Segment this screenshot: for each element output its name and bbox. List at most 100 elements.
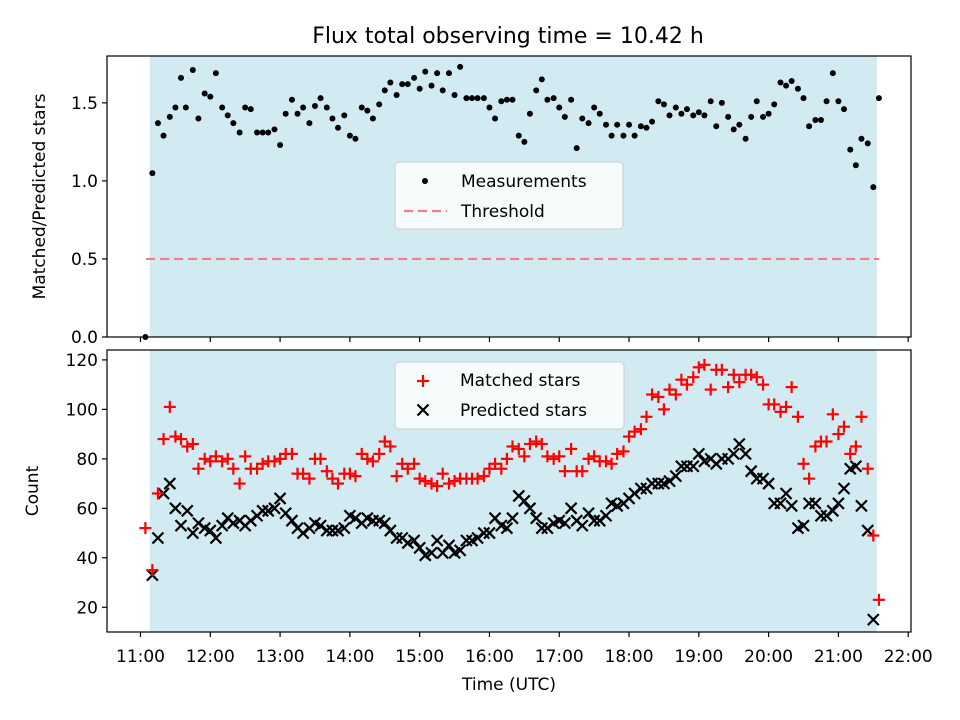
ratio-y-axis-label: Matched/Predicted stars — [30, 93, 50, 299]
measurement-point — [387, 79, 394, 86]
measurement-point — [329, 115, 336, 122]
matched-star-point — [722, 381, 735, 394]
measurement-point — [212, 70, 219, 77]
predicted-star-point — [285, 514, 299, 527]
x-tick-label: 18:00 — [605, 647, 654, 667]
measurement-point — [690, 112, 697, 119]
measurement-point — [451, 92, 458, 99]
measurement-point — [277, 141, 284, 148]
measurement-point — [812, 117, 819, 124]
measurement-point — [509, 96, 516, 103]
measurement-point — [166, 113, 173, 120]
matched-star-point — [838, 420, 850, 433]
measurement-point — [538, 76, 545, 83]
matched-star-point — [663, 383, 676, 396]
matched-star-point — [477, 470, 490, 483]
measurement-point — [835, 98, 842, 105]
measurement-point — [760, 113, 767, 120]
matched-star-point — [523, 438, 536, 450]
matched-star-point — [285, 447, 298, 460]
measurement-point — [783, 82, 790, 89]
measurement-point — [154, 120, 161, 127]
matched-star-point — [797, 457, 810, 470]
measurement-point — [399, 81, 406, 88]
measurement-point — [718, 99, 725, 106]
x-tick-label: 20:00 — [744, 647, 793, 667]
predicted-star-point — [599, 509, 613, 523]
predicted-star-point — [576, 519, 589, 532]
measurement-point — [643, 124, 650, 131]
measurement-point — [556, 104, 563, 111]
matched-star-point — [303, 472, 316, 485]
measurement-point — [381, 87, 388, 94]
matched-star-point — [384, 440, 397, 453]
x-tick-label: 12:00 — [186, 647, 235, 667]
matched-star-point — [628, 425, 641, 438]
measurement-point — [247, 106, 254, 113]
measurement-point — [492, 115, 499, 122]
measurement-point — [748, 113, 755, 120]
matched-star-point — [448, 475, 461, 488]
measurement-point — [561, 113, 568, 120]
measurement-point — [591, 104, 598, 111]
matched-star-markers — [139, 358, 885, 606]
matched-star-point — [634, 423, 647, 436]
predicted-star-point — [326, 524, 339, 537]
measurement-point — [620, 132, 627, 139]
matched-star-point — [489, 457, 502, 470]
predicted-star-point — [744, 464, 758, 478]
predicted-star-point — [442, 539, 456, 552]
measurement-point — [817, 117, 824, 124]
measurement-point — [666, 112, 673, 119]
measurement-point — [219, 104, 226, 111]
measurement-point — [195, 115, 202, 122]
predicted-star-point — [774, 497, 787, 510]
predicted-star-point — [425, 546, 438, 560]
measurement-point — [765, 110, 772, 117]
matched-star-point — [657, 403, 670, 416]
predicted-star-point — [453, 544, 467, 557]
matched-star-point — [826, 408, 839, 421]
matched-star-point — [314, 452, 327, 465]
x-tick-label: 15:00 — [395, 647, 444, 667]
x-tick-label: 11:00 — [116, 647, 165, 667]
measurement-point — [317, 95, 324, 102]
predicted-star-point — [390, 531, 403, 545]
matched-star-point — [366, 455, 379, 468]
measurement-point — [847, 146, 854, 153]
measurement-point — [236, 129, 243, 136]
matched-star-point — [680, 378, 693, 391]
matched-star-point — [373, 447, 386, 460]
measurement-point — [725, 113, 732, 120]
measurement-point — [230, 120, 237, 127]
legend-marker-predicted — [416, 403, 430, 417]
matched-star-point — [803, 472, 816, 485]
measurement-point — [376, 101, 383, 108]
matched-star-point — [320, 465, 333, 478]
matched-star-point — [541, 450, 554, 463]
measurement-point — [311, 102, 318, 109]
predicted-star-point — [785, 499, 798, 513]
measurement-point — [224, 112, 231, 119]
predicted-star-point — [861, 524, 875, 537]
matched-star-point — [669, 388, 682, 401]
matched-star-point — [413, 472, 426, 485]
matched-star-point — [216, 455, 229, 468]
predicted-star-point — [849, 459, 863, 473]
matched-star-point — [157, 433, 170, 446]
predicted-star-point — [518, 494, 531, 508]
legend-label-matched: Matched stars — [460, 371, 580, 391]
matched-star-point — [750, 371, 763, 384]
predicted-star-point — [413, 541, 426, 555]
x-tick-label: 19:00 — [674, 647, 723, 667]
matched-star-point — [227, 462, 240, 475]
measurement-point — [585, 120, 592, 127]
y-tick-label: 0.0 — [71, 328, 98, 348]
predicted-star-point — [430, 534, 444, 547]
measurement-point — [207, 93, 214, 100]
measurement-point — [631, 132, 638, 139]
figure-title: Flux total observing time = 10.42 h — [312, 24, 704, 49]
x-tick-label: 14:00 — [325, 647, 374, 667]
y-tick-label: 1.5 — [71, 94, 98, 114]
predicted-star-point — [733, 437, 746, 451]
